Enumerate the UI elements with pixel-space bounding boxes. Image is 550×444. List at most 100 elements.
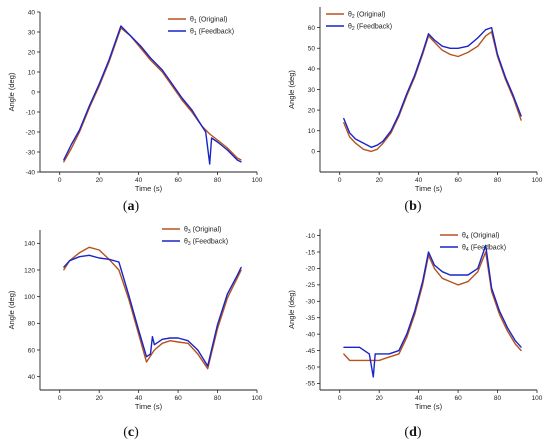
data-point — [433, 267, 435, 269]
data-point — [240, 266, 242, 268]
data-point — [406, 93, 408, 95]
data-point — [349, 359, 351, 361]
data-point — [390, 130, 392, 132]
data-point — [457, 284, 459, 286]
data-point — [512, 95, 514, 97]
data-point — [370, 146, 372, 148]
data-point — [449, 53, 451, 55]
data-point — [226, 297, 228, 299]
data-point — [88, 254, 90, 256]
x-tick-label: 40 — [135, 177, 143, 184]
x-tick-label: 20 — [376, 395, 384, 402]
data-point — [150, 59, 151, 61]
data-point — [153, 344, 155, 346]
x-axis-label: Time (s) — [135, 184, 163, 193]
y-tick-label: 60 — [28, 347, 36, 354]
x-axis-label: Time (s) — [415, 402, 443, 411]
legend-label: θ4 (Feedback) — [462, 245, 506, 254]
data-point — [406, 336, 408, 338]
data-point — [150, 353, 151, 355]
x-tick-label: 100 — [532, 177, 543, 184]
data-point — [376, 353, 378, 355]
data-point — [209, 133, 211, 135]
data-point — [88, 105, 90, 107]
data-point — [422, 51, 424, 53]
data-point — [398, 353, 400, 355]
y-tick-label: -20 — [306, 266, 316, 273]
data-point — [477, 37, 479, 39]
data-point — [240, 159, 242, 161]
panel-label-b: (b) — [404, 199, 421, 214]
data-point — [343, 346, 345, 348]
legend-label: θ2 (Feedback) — [348, 24, 392, 33]
data-point — [520, 346, 522, 348]
x-axis-label: Time (s) — [135, 402, 163, 411]
x-tick-label: 20 — [96, 177, 104, 184]
panel-label-d: (d) — [404, 425, 421, 440]
legend-label: θ2 (Original) — [348, 12, 385, 21]
data-point — [171, 83, 173, 85]
legend-label: θ1 (Original) — [190, 17, 227, 26]
data-point — [98, 257, 100, 259]
data-point — [406, 333, 408, 335]
data-point — [497, 53, 498, 55]
data-point — [187, 342, 189, 344]
y-tick-label: -40 — [26, 169, 36, 176]
data-point — [236, 157, 238, 159]
series-line — [343, 251, 522, 362]
data-point — [226, 147, 228, 149]
data-point — [240, 161, 242, 163]
x-tick-label: 60 — [454, 395, 462, 402]
y-tick-label: -10 — [306, 233, 316, 240]
data-point — [422, 281, 424, 283]
data-point — [211, 137, 213, 139]
data-point — [382, 142, 384, 144]
panel-label-c: (c) — [123, 425, 139, 440]
data-point — [79, 129, 80, 131]
chart-panel-d: 0 20 40 60 80 100 -55 -50 -45 -40 -35 -30 -25 -20 -15 -… — [287, 229, 543, 411]
data-point — [398, 350, 400, 352]
data-point — [140, 45, 142, 47]
data-point — [499, 310, 500, 312]
y-tick-label: 10 — [308, 128, 316, 135]
data-point — [128, 298, 130, 300]
legend-label: θ4 (Original) — [462, 233, 499, 242]
data-point — [368, 359, 370, 361]
y-tick-label: -40 — [306, 331, 316, 338]
series-line — [343, 31, 522, 153]
y-tick-label: 40 — [308, 66, 316, 73]
data-point — [414, 313, 416, 315]
data-point — [388, 353, 390, 355]
data-point — [207, 365, 209, 367]
data-point — [477, 45, 479, 47]
data-point — [359, 359, 360, 361]
x-tick-label: 80 — [214, 177, 222, 184]
data-point — [504, 76, 506, 78]
data-point — [449, 281, 451, 283]
data-point — [376, 148, 378, 150]
data-point — [226, 149, 228, 151]
data-point — [433, 39, 435, 41]
data-point — [362, 148, 364, 150]
data-point — [169, 340, 171, 342]
data-point — [433, 264, 435, 266]
data-point — [428, 33, 429, 35]
data-point — [378, 359, 380, 361]
data-point — [520, 119, 522, 121]
legend-label: θ1 (Feedback) — [190, 29, 234, 38]
x-tick-label: 40 — [415, 177, 423, 184]
data-point — [349, 346, 351, 348]
data-point — [161, 71, 163, 73]
x-tick-label: 60 — [454, 177, 462, 184]
data-point — [120, 25, 122, 27]
data-point — [161, 338, 163, 340]
y-tick-label: 80 — [28, 321, 36, 328]
data-point — [376, 144, 378, 146]
series-line — [63, 254, 242, 367]
data-point — [236, 159, 238, 161]
data-point — [138, 329, 140, 331]
data-point — [69, 260, 71, 262]
x-tick-label: 100 — [532, 395, 543, 402]
data-point — [79, 256, 80, 258]
data-point — [207, 368, 209, 370]
